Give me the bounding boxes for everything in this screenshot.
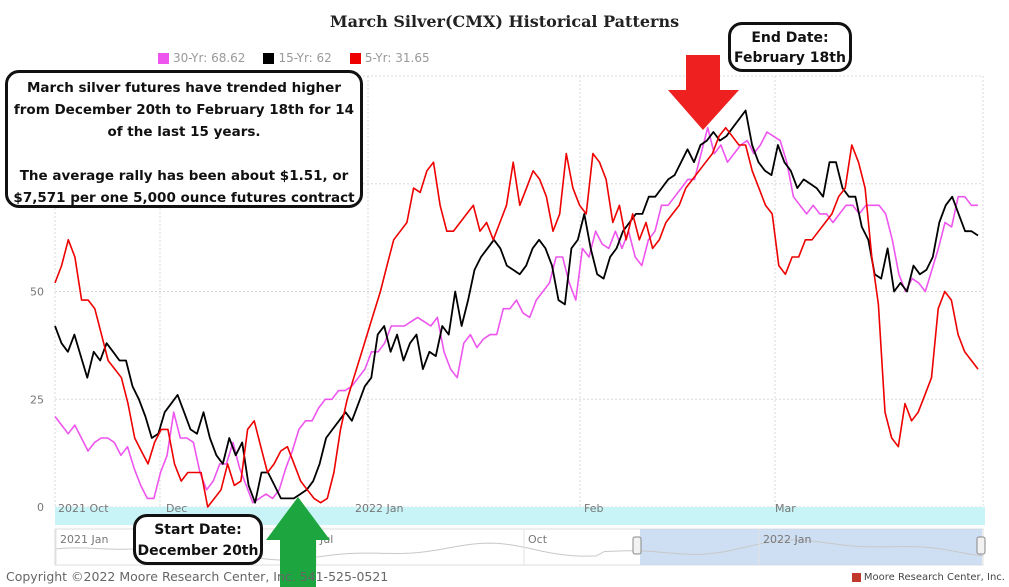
x-axis-ticks: 2021 Oct Dec 2022 Jan Feb Mar bbox=[58, 502, 796, 515]
brand-logo-icon bbox=[851, 573, 861, 582]
x-tick-label: Dec bbox=[166, 502, 187, 515]
navigator-handle-right[interactable] bbox=[976, 536, 986, 555]
y-tick-label: 25 bbox=[30, 393, 44, 406]
series-line-5yr bbox=[54, 126, 979, 508]
legend-label-15yr: 15-Yr: 62 bbox=[278, 51, 332, 65]
legend-item-5yr[interactable]: 5-Yr: 31.65 bbox=[349, 51, 430, 65]
red-down-arrow bbox=[668, 55, 739, 130]
legend-item-15yr[interactable]: 15-Yr: 62 bbox=[263, 51, 332, 65]
green-up-arrow bbox=[266, 497, 330, 587]
chart-legend[interactable]: 30-Yr: 68.62 15-Yr: 62 5-Yr: 31.65 bbox=[158, 51, 430, 65]
navigator-handle-left[interactable] bbox=[632, 536, 642, 555]
chart-series bbox=[54, 109, 979, 508]
brand-name: Moore Research Center, Inc. bbox=[863, 572, 1005, 583]
legend-label-5yr: 5-Yr: 31.65 bbox=[364, 51, 430, 65]
chart-title: March Silver(CMX) Historical Patterns bbox=[329, 12, 680, 31]
series-line-15yr bbox=[54, 109, 979, 504]
legend-swatch-30yr bbox=[158, 52, 169, 64]
legend-swatch-15yr bbox=[263, 52, 275, 64]
note-text-1: March silver futures have trended higher… bbox=[13, 80, 355, 140]
start-date-value: December 20th bbox=[137, 543, 259, 559]
y-axis-ticks: 0 25 50 bbox=[30, 286, 44, 515]
x-tick-label: 2022 Jan bbox=[355, 502, 403, 515]
legend-label-30yr: 30-Yr: 68.62 bbox=[173, 51, 246, 65]
callout-arrows bbox=[266, 55, 739, 587]
navigator-tick-label: 2022 Jan bbox=[763, 533, 811, 546]
end-date-callout: End Date: February 18th bbox=[728, 22, 852, 72]
start-date-label: Start Date: bbox=[154, 522, 242, 538]
end-date-value: February 18th bbox=[734, 50, 846, 66]
y-tick-label: 50 bbox=[30, 286, 44, 299]
navigator-tick-label: 2021 Jan bbox=[60, 533, 108, 546]
navigator-tick-label: Oct bbox=[528, 533, 548, 546]
brand-credit[interactable]: Moore Research Center, Inc. bbox=[851, 572, 1005, 583]
x-tick-label: Feb bbox=[584, 502, 603, 515]
start-date-callout: Start Date: December 20th bbox=[133, 514, 263, 565]
note-text-2: The average rally has been about $1.51, … bbox=[13, 168, 355, 206]
legend-swatch-5yr bbox=[349, 52, 361, 64]
series-line-30yr bbox=[54, 126, 978, 504]
copyright-text: Copyright ©2022 Moore Research Center, I… bbox=[6, 569, 389, 584]
legend-item-30yr[interactable]: 30-Yr: 68.62 bbox=[158, 51, 245, 65]
y-tick-label: 0 bbox=[37, 501, 44, 514]
note-callout: March silver futures have trended higher… bbox=[5, 70, 363, 208]
end-date-label: End Date: bbox=[751, 30, 829, 46]
x-tick-label: Mar bbox=[775, 502, 796, 515]
x-tick-label: 2021 Oct bbox=[58, 502, 109, 515]
